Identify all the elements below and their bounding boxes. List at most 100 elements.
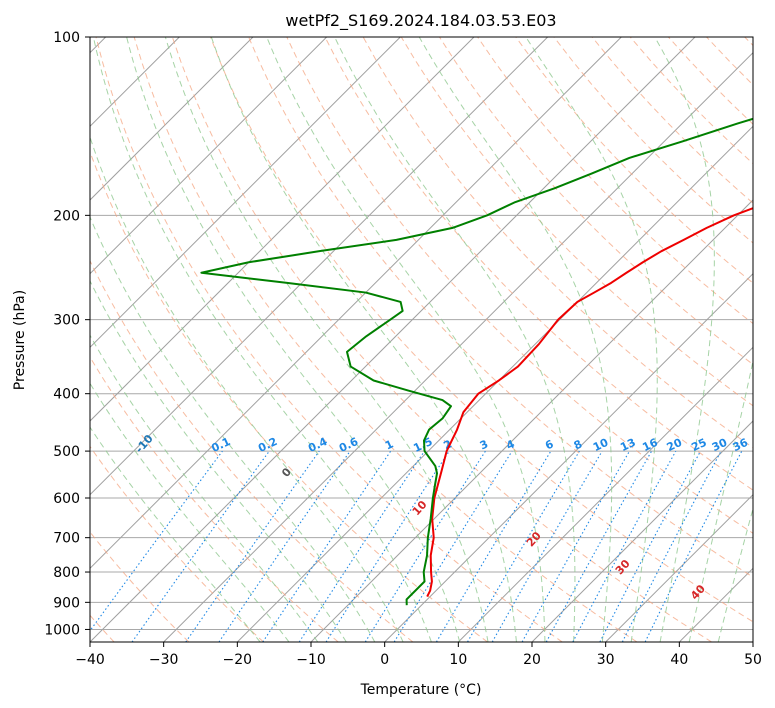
y-tick-label: 600 [53, 491, 80, 507]
y-tick-label: 900 [53, 595, 80, 611]
mixing-ratio-line-36 [644, 450, 743, 642]
dry-adiabat-80 [324, 37, 753, 491]
dry-adiabat-20 [95, 37, 563, 642]
y-tick-label: 100 [53, 30, 80, 46]
mixing-ratio-line-20 [572, 450, 677, 642]
mixing-ratio-label: 0.4 [306, 435, 329, 455]
isotherm--30 [163, 51, 753, 642]
mixing-ratio-label: 16 [640, 436, 660, 454]
dry-adiabat-30 [133, 37, 638, 642]
y-tick-label: 200 [53, 208, 80, 224]
moist-adiabat--20 [90, 426, 261, 642]
moist-adiabat-24 [334, 37, 576, 642]
sounding-profiles [200, 117, 753, 606]
dry-adiabat-60 [248, 37, 753, 578]
dewpoint-profile [200, 117, 753, 606]
mixing-ratio-line-0.6 [218, 450, 351, 642]
moist-adiabat--12 [90, 334, 319, 642]
moist-adiabat-28 [418, 37, 613, 642]
mixing-ratio-line-0.4 [185, 450, 320, 642]
mixing-ratio-label: 20 [665, 436, 685, 454]
x-tick-label: −10 [296, 652, 326, 668]
y-axis-ticks: 100 200 300 400 500 600 700 800 900 1000 [44, 30, 90, 638]
dry-adiabat-180 [706, 37, 753, 86]
isotherm-20 [531, 420, 753, 642]
y-tick-label: 800 [53, 565, 80, 581]
dry-adiabat-10 [90, 150, 488, 642]
mixing-ratio-line-0.1 [90, 450, 223, 632]
isotherm--40 [90, 37, 696, 642]
isotherm--100 [90, 37, 254, 201]
mixing-ratio-label: 10 [591, 436, 611, 454]
y-tick-label: 700 [53, 531, 80, 547]
isotherm--70 [90, 37, 475, 422]
plot-frame [89, 36, 754, 643]
mixing-ratio-line-1 [262, 450, 392, 642]
dry-adiabat--20 [90, 445, 264, 642]
mixing-ratio-line-25 [599, 450, 702, 642]
mixing-ratio-label: 36 [731, 436, 751, 454]
adiabat-labels: 0.10.20.40.611.52346810131620253036-100-… [133, 432, 751, 602]
mixing-ratio-line-0.2 [131, 450, 270, 642]
dry-adiabat-0 [90, 259, 414, 642]
x-tick-label: 40 [670, 652, 688, 668]
isotherm--90 [90, 37, 328, 275]
moist-adiabat-40 [688, 358, 753, 642]
x-tick-label: 20 [523, 652, 541, 668]
x-axis-label: Temperature (°C) [360, 682, 482, 698]
mixing-ratio-label: 1 [383, 437, 395, 452]
moist-adiabat-lines [90, 37, 753, 642]
x-axis-ticks: −40 −30 −20 −10 0 10 20 30 40 50 [75, 642, 762, 668]
moist-adiabat-label: 40 [688, 582, 708, 602]
mixing-ratio-label: 3 [478, 437, 490, 452]
isotherm--60 [90, 37, 549, 496]
plot-area: 0.10.20.40.611.52346810131620253036-100-… [90, 37, 753, 642]
moist-adiabat-32 [525, 37, 658, 642]
x-tick-label: 10 [449, 652, 467, 668]
mixing-ratio-label: 13 [618, 436, 637, 454]
x-tick-label: 50 [744, 652, 762, 668]
isotherm-10 [457, 346, 753, 642]
dry-adiabat-190 [744, 37, 753, 47]
isotherm--20 [236, 125, 753, 642]
moist-adiabat-4 [92, 37, 432, 642]
moist-adiabat-36 [654, 37, 715, 642]
moist-adiabat-label: 10 [410, 498, 430, 518]
isotherm--80 [90, 37, 401, 349]
moist-adiabat--16 [90, 382, 290, 642]
isotherm-50 [752, 641, 753, 642]
moist-adiabat-label: 20 [524, 529, 544, 549]
mixing-ratio-label: 0.1 [209, 435, 232, 455]
x-tick-label: −20 [223, 652, 253, 668]
dry-adiabat-70 [286, 37, 753, 534]
isotherm-0 [384, 272, 753, 642]
dry-adiabat--10 [90, 356, 339, 642]
y-axis-label: Pressure (hPa) [12, 290, 28, 390]
y-tick-label: 300 [53, 313, 80, 329]
dry-adiabat-50 [210, 37, 753, 623]
mixing-ratio-label: 6 [543, 437, 556, 452]
chart-title: wetPf2_S169.2024.184.03.53.E03 [285, 11, 556, 31]
dry-adiabat-150 [591, 37, 753, 204]
moist-adiabat-8 [126, 37, 461, 642]
moist-adiabat-12 [164, 37, 489, 642]
x-tick-label: 30 [597, 652, 615, 668]
x-tick-label: −40 [75, 652, 105, 668]
moist-adiabat-16 [210, 37, 517, 642]
mixing-ratio-line-16 [545, 450, 653, 642]
mixing-ratio-lines [90, 450, 743, 642]
dry-adiabat-40 [171, 37, 712, 642]
y-tick-label: 500 [53, 444, 80, 460]
mixing-ratio-label: 25 [689, 436, 708, 454]
mixing-ratio-line-1.5 [298, 450, 425, 642]
isobar-gridlines [90, 37, 753, 630]
mixing-ratio-line-2 [325, 450, 450, 642]
mixing-ratio-line-4 [393, 450, 513, 642]
dry-adiabat-130 [515, 37, 753, 284]
isotherm-lines [90, 37, 753, 642]
dry-adiabat-120 [477, 37, 753, 325]
moist-adiabat-44 [717, 506, 753, 642]
x-tick-label: −30 [149, 652, 179, 668]
dry-adiabat-lines [90, 37, 753, 642]
